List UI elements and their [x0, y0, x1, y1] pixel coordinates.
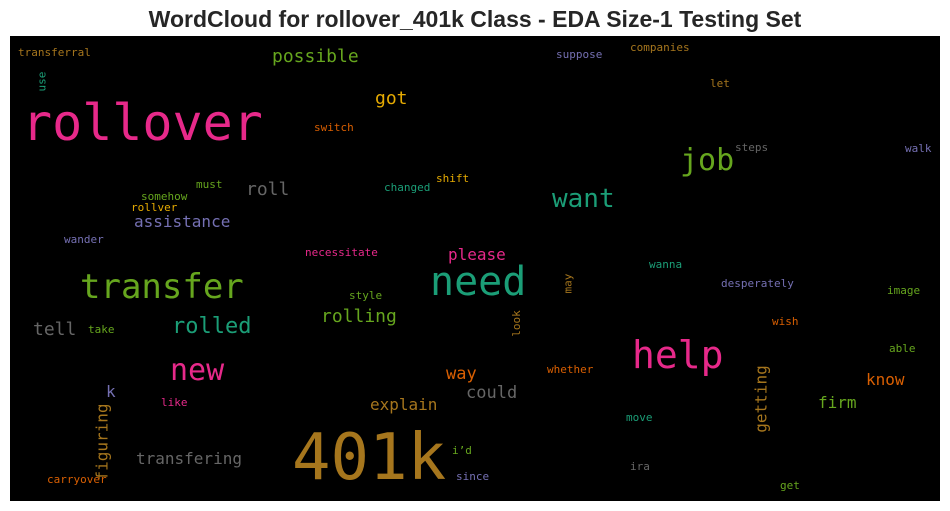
- word-steps: steps: [735, 141, 769, 154]
- word-somehow: somehow: [141, 190, 188, 203]
- word-suppose: suppose: [556, 48, 603, 61]
- word-whether: whether: [547, 363, 594, 376]
- word-please: please: [448, 245, 506, 264]
- word-companies: companies: [630, 41, 690, 54]
- word-carryover: carryover: [47, 473, 107, 486]
- word-transferral: transferral: [18, 46, 91, 59]
- word-necessitate: necessitate: [305, 246, 378, 259]
- word-ira: ira: [630, 460, 650, 473]
- word-rollover: rollover: [22, 94, 263, 152]
- word-got: got: [375, 88, 408, 109]
- word-rolling: rolling: [321, 306, 397, 327]
- word-image: image: [887, 284, 921, 297]
- word-wander: wander: [64, 233, 104, 246]
- word-rollver: rollver: [131, 201, 178, 214]
- word-walk: walk: [905, 142, 932, 155]
- word-job: job: [680, 143, 735, 178]
- word-let: let: [710, 77, 730, 90]
- word-explain: explain: [370, 395, 438, 414]
- word-firm: firm: [818, 393, 857, 412]
- word-could: could: [466, 383, 518, 403]
- word-changed: changed: [384, 181, 431, 194]
- word-new: new: [170, 353, 225, 388]
- word-like: like: [161, 396, 188, 409]
- word-style: style: [349, 289, 383, 302]
- word-figuring: figuring: [92, 403, 112, 481]
- word-able: able: [889, 342, 916, 355]
- word-take: take: [88, 323, 115, 336]
- word-getting: getting: [751, 365, 771, 433]
- word-way: way: [446, 364, 477, 384]
- word-cloud-panel: 401k rollover need transfer help job new want ro…: [10, 36, 940, 501]
- word-tell: tell: [33, 319, 77, 340]
- figure-title: WordCloud for rollover_401k Class - EDA …: [148, 6, 802, 32]
- word-look: look: [509, 310, 523, 337]
- word-may: may: [561, 273, 575, 294]
- word-id: i’d: [452, 444, 472, 457]
- word-401k: 401k: [292, 421, 447, 495]
- word-since: since: [456, 470, 490, 483]
- word-wanna: wanna: [649, 258, 683, 271]
- word-help: help: [632, 333, 724, 377]
- word-must: must: [196, 178, 223, 191]
- word-assistance: assistance: [134, 212, 231, 231]
- word-roll: roll: [246, 179, 290, 200]
- word-move: move: [626, 411, 653, 424]
- word-transfer: transfer: [80, 267, 244, 307]
- word-get: get: [780, 479, 800, 492]
- word-want: want: [552, 184, 615, 214]
- word-rolled: rolled: [172, 314, 252, 339]
- word-switch: switch: [314, 121, 354, 134]
- word-shift: shift: [436, 172, 470, 185]
- word-k: k: [106, 382, 116, 401]
- word-wish: wish: [772, 315, 799, 328]
- word-need: need: [430, 259, 527, 305]
- word-use: use: [35, 71, 49, 92]
- word-possible: possible: [272, 46, 359, 67]
- word-transfering: transfering: [136, 449, 242, 468]
- word-desperately: desperately: [721, 277, 794, 290]
- word-know: know: [866, 370, 905, 389]
